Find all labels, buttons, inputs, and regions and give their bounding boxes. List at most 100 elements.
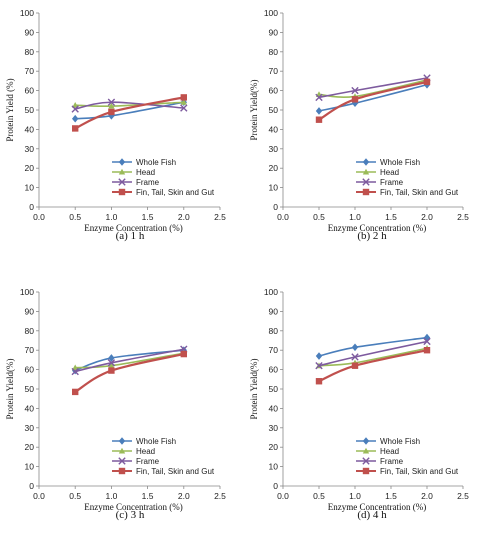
x-tick-label: 0.5 (313, 491, 325, 501)
legend-marker-3 (118, 457, 126, 465)
data-point-s1-2 (108, 354, 115, 362)
x-tick-label: 0.5 (69, 491, 81, 501)
y-tick-label: 60 (25, 365, 35, 375)
y-tick-label: 80 (269, 47, 279, 57)
data-point-s4-3 (423, 78, 431, 86)
y-tick-label: 60 (25, 86, 35, 96)
y-tick-label: 50 (269, 105, 279, 115)
series-line-3 (75, 348, 184, 373)
data-point-s3-1 (71, 105, 79, 113)
legend-marker-4 (118, 188, 126, 196)
y-tick-label: 70 (269, 66, 279, 76)
panel-caption: (d) 4 h (357, 509, 387, 521)
y-tick-label: 60 (269, 365, 279, 375)
x-tick-label: 0.0 (33, 491, 45, 501)
legend-label-4: Fin, Tail, Skin and Gut (380, 188, 459, 197)
legend-label-2: Head (136, 447, 155, 456)
y-tick-label: 10 (269, 462, 279, 472)
legend-marker-2 (362, 447, 370, 454)
x-tick-label: 2.5 (457, 212, 469, 222)
x-tick-label: 2.5 (214, 212, 226, 222)
y-tick-label: 10 (25, 462, 35, 472)
y-tick-label: 100 (264, 287, 278, 297)
y-tick-label: 0 (29, 481, 34, 491)
data-point-s4-1 (72, 388, 79, 396)
y-tick-label: 20 (25, 442, 35, 452)
panel-caption: (b) 2 h (357, 230, 387, 242)
chart-panel-1: 0 10 20 30 40 50 60 70 80 90 100 0.0 0.5 1.0 1.5 2.0 2.5… (5, 8, 226, 242)
chart-panel-4: 0 10 20 30 40 50 60 70 80 90 100 0.0 0.5 1.0 1.5 2.0 2.5… (249, 287, 469, 521)
legend-label-3: Frame (136, 178, 160, 187)
legend-marker-1 (118, 437, 126, 445)
y-tick-label: 70 (25, 66, 35, 76)
y-tick-label: 20 (269, 442, 279, 452)
x-tick-label: 2.5 (457, 491, 469, 501)
y-tick-label: 40 (269, 124, 279, 134)
data-point-s3-2 (351, 353, 359, 361)
y-tick-label: 40 (25, 403, 35, 413)
y-tick-label: 30 (25, 423, 35, 433)
legend-marker-3 (362, 178, 370, 186)
y-axis-title: Protein Yield(%) (5, 359, 15, 420)
legend-label-3: Frame (380, 457, 404, 466)
x-tick-label: 0.0 (277, 212, 289, 222)
data-point-s4-3 (180, 350, 187, 358)
legend-marker-1 (118, 158, 126, 166)
x-axis-title: Enzyme Concentration (%) (84, 223, 182, 233)
x-tick-label: 2.5 (214, 491, 226, 501)
y-tick-label: 30 (269, 423, 279, 433)
y-tick-label: 100 (20, 8, 34, 18)
data-point-s3-1 (315, 93, 323, 102)
data-point-s3-2 (351, 86, 359, 95)
chart-panel-3: 0 10 20 30 40 50 60 70 80 90 100 0.0 0.5 1.0 1.5 2.0 2.5… (5, 287, 226, 521)
data-point-s3-2 (107, 359, 116, 367)
x-tick-label: 2.0 (178, 212, 190, 222)
data-point-s3-2 (107, 98, 116, 106)
data-point-s3-3 (423, 337, 431, 346)
data-point-s1-2 (351, 343, 359, 352)
legend-marker-4 (362, 188, 370, 196)
y-tick-label: 40 (25, 124, 35, 134)
data-point-s3-1 (71, 367, 79, 376)
data-point-s4-3 (423, 347, 431, 354)
data-point-s3-3 (180, 104, 188, 112)
x-tick-label: 1.0 (105, 212, 117, 222)
y-tick-label: 90 (25, 306, 35, 316)
data-point-s1-1 (315, 107, 323, 115)
y-axis-title: Protein Yield(%) (249, 80, 259, 141)
legend-label-1: Whole Fish (136, 437, 176, 446)
legend-marker-1 (362, 437, 370, 445)
legend-marker-4 (118, 467, 126, 475)
x-axis-title: Enzyme Concentration (%) (328, 502, 426, 512)
legend-label-3: Frame (380, 178, 404, 187)
legend-marker-3 (362, 457, 370, 465)
y-tick-label: 30 (25, 144, 35, 154)
data-point-s1-1 (315, 352, 323, 360)
y-tick-label: 70 (269, 345, 279, 355)
x-tick-label: 1.0 (349, 212, 361, 222)
series-line-1 (318, 84, 428, 112)
legend-label-2: Head (380, 447, 399, 456)
y-tick-label: 10 (25, 183, 35, 193)
legend-label-2: Head (136, 168, 155, 177)
chart-panel-2: 0 10 20 30 40 50 60 70 80 90 100 0.0 0.5 1.0 1.5 2.0 2.5… (249, 8, 469, 242)
panel-caption: (c) 3 h (116, 509, 145, 521)
legend-label-4: Fin, Tail, Skin and Gut (136, 467, 215, 476)
x-axis-title: Enzyme Concentration (%) (84, 502, 182, 512)
x-tick-label: 0.0 (33, 212, 45, 222)
legend-marker-4 (362, 467, 370, 475)
legend-label-4: Fin, Tail, Skin and Gut (136, 188, 215, 197)
x-tick-label: 0.5 (313, 212, 325, 222)
legend-label-4: Fin, Tail, Skin and Gut (380, 467, 459, 476)
data-point-s3-1 (315, 362, 323, 370)
y-axis-title: Protein Yield (%) (5, 78, 15, 141)
legend-marker-3 (118, 178, 126, 186)
y-tick-label: 0 (273, 481, 278, 491)
legend-label-1: Whole Fish (380, 437, 420, 446)
x-tick-label: 1.0 (349, 491, 361, 501)
x-tick-label: 1.0 (105, 491, 117, 501)
y-tick-label: 70 (25, 345, 35, 355)
